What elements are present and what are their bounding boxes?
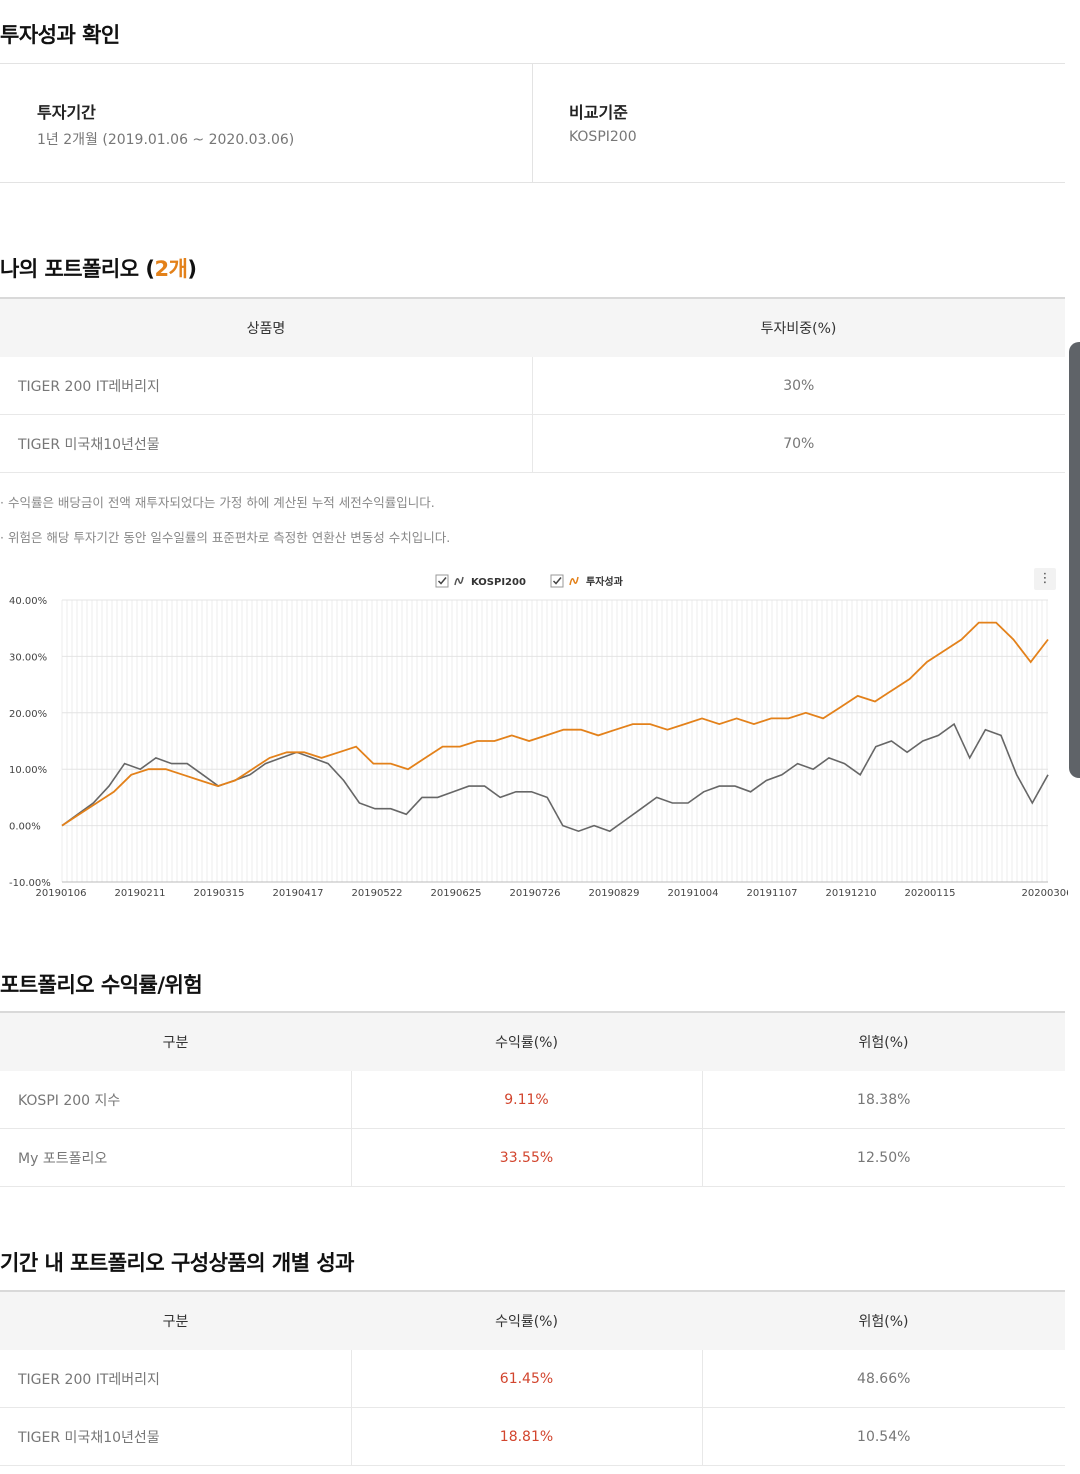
table-row: KOSPI 200 지수 9.11% 18.38%: [0, 1071, 1065, 1129]
series-line-portfolio: [61, 621, 1049, 827]
benchmark-label: 비교기준: [569, 103, 628, 122]
portfolio-count: 2개: [154, 257, 188, 281]
period-value: 1년 2개월 (2019.01.06 ~ 2020.03.06): [37, 132, 295, 148]
performance-table: 구분 수익률(%) 위험(%) KOSPI 200 지수 9.11% 18.38…: [0, 1011, 1065, 1187]
individual-table: 구분 수익률(%) 위험(%) TIGER 200 IT레버리지 61.45% …: [0, 1290, 1065, 1466]
row-risk: 10.54%: [701, 1407, 1065, 1466]
chart-y-axis: 40.00% 30.00% 20.00% 10.00% 0.00% -10.00%: [9, 596, 51, 889]
header-weight: 투자비중(%): [532, 297, 1065, 357]
header-return: 수익률(%): [351, 1290, 702, 1350]
y-tick-label: -10.00%: [9, 878, 51, 889]
row-return: 9.11%: [350, 1071, 702, 1129]
row-return: 61.45%: [350, 1350, 702, 1408]
row-name: TIGER 200 IT레버리지: [0, 1350, 351, 1408]
header-category: 구분: [0, 1290, 351, 1350]
section-title-individual-performance: 기간 내 포트폴리오 구성상품의 개별 성과: [0, 1251, 355, 1275]
legend-label-portfolio: 투자성과: [586, 575, 624, 588]
chart-x-axis: 20190106 20190211 20190315 20190417 20190522…: [36, 888, 1068, 899]
portfolio-title-suffix: ): [187, 257, 197, 281]
legend-item-portfolio[interactable]: 투자성과: [550, 574, 624, 588]
legend-label-kospi200: KOSPI200: [471, 577, 526, 588]
benchmark-value: KOSPI200: [569, 129, 637, 145]
period-label: 투자기간: [37, 103, 96, 122]
y-tick-label: 20.00%: [9, 709, 47, 720]
header-risk: 위험(%): [702, 1290, 1065, 1350]
row-return: 18.81%: [350, 1407, 702, 1466]
line-series-icon: [569, 576, 579, 586]
note-risk: · 위험은 해당 투자기간 동안 일수일률의 표준편차로 측정한 연환산 변동성…: [0, 530, 451, 545]
line-series-icon: [454, 576, 464, 586]
x-tick-label: 20190315: [194, 888, 245, 899]
product-name: TIGER 미국채10년선물: [0, 414, 532, 473]
row-name: KOSPI 200 지수: [0, 1071, 351, 1129]
x-tick-label: 20190106: [36, 888, 87, 899]
x-tick-label: 20191210: [826, 888, 877, 899]
header-risk: 위험(%): [702, 1011, 1065, 1071]
header-category: 구분: [0, 1011, 351, 1071]
x-tick-label: 20190417: [273, 888, 324, 899]
x-tick-label: 20191004: [668, 888, 719, 899]
x-tick-label: 20200115: [905, 888, 956, 899]
header-product-name: 상품명: [0, 297, 532, 357]
product-weight: 30%: [531, 357, 1065, 415]
x-tick-label: 20200306: [1022, 888, 1068, 899]
row-risk: 12.50%: [701, 1128, 1065, 1187]
x-tick-label: 20190522: [352, 888, 403, 899]
note-return: · 수익률은 배당금이 전액 재투자되었다는 가정 하에 계산된 누적 세전수익…: [0, 495, 435, 510]
x-tick-label: 20190726: [510, 888, 561, 899]
scrollbar-thumb[interactable]: [1069, 342, 1080, 778]
period-divider: [532, 64, 533, 182]
portfolio-table: 상품명 투자비중(%) TIGER 200 IT레버리지 30% TIGER 미…: [0, 297, 1065, 473]
performance-line-chart: 40.00% 30.00% 20.00% 10.00% 0.00% -10.00% 201…: [9, 574, 1068, 899]
check-icon: [437, 577, 447, 585]
y-tick-label: 40.00%: [9, 596, 47, 607]
y-tick-label: 30.00%: [9, 652, 47, 663]
row-risk: 48.66%: [701, 1350, 1065, 1408]
x-tick-label: 20190829: [589, 888, 640, 899]
y-tick-label: 0.00%: [9, 822, 41, 833]
checkbox-kospi200[interactable]: [435, 574, 449, 588]
chart-gridlines: [61, 599, 1048, 883]
kebab-menu-icon[interactable]: ⋮: [1034, 568, 1056, 590]
check-icon: [552, 577, 562, 585]
row-return: 33.55%: [350, 1128, 702, 1187]
checkbox-portfolio[interactable]: [550, 574, 564, 588]
section-title-performance-check: 투자성과 확인: [0, 23, 120, 47]
table-row: TIGER 200 IT레버리지 61.45% 48.66%: [0, 1350, 1065, 1408]
product-name: TIGER 200 IT레버리지: [0, 357, 532, 415]
table-row: TIGER 미국채10년선물 18.81% 10.54%: [0, 1407, 1065, 1466]
row-risk: 18.38%: [701, 1071, 1065, 1129]
row-name: My 포트폴리오: [0, 1128, 351, 1187]
series-line-kospi200: [61, 722, 1049, 833]
portfolio-title-prefix: 나의 포트폴리오 (: [0, 257, 155, 281]
header-return: 수익률(%): [351, 1011, 702, 1071]
y-tick-label: 10.00%: [9, 765, 47, 776]
x-tick-label: 20190211: [115, 888, 166, 899]
section-title-my-portfolio: 나의 포트폴리오 (2개): [0, 253, 197, 283]
table-row: TIGER 미국채10년선물 70%: [0, 414, 1065, 473]
table-row: My 포트폴리오 33.55% 12.50%: [0, 1128, 1065, 1187]
section-title-portfolio-return-risk: 포트폴리오 수익률/위험: [0, 973, 203, 997]
table-row: TIGER 200 IT레버리지 30%: [0, 357, 1065, 415]
row-name: TIGER 미국채10년선물: [0, 1407, 351, 1466]
product-weight: 70%: [531, 414, 1065, 473]
x-tick-label: 20191107: [747, 888, 798, 899]
period-info-box: 투자기간 1년 2개월 (2019.01.06 ~ 2020.03.06) 비교…: [0, 63, 1065, 183]
x-tick-label: 20190625: [431, 888, 482, 899]
legend-item-kospi200[interactable]: KOSPI200: [435, 574, 526, 588]
